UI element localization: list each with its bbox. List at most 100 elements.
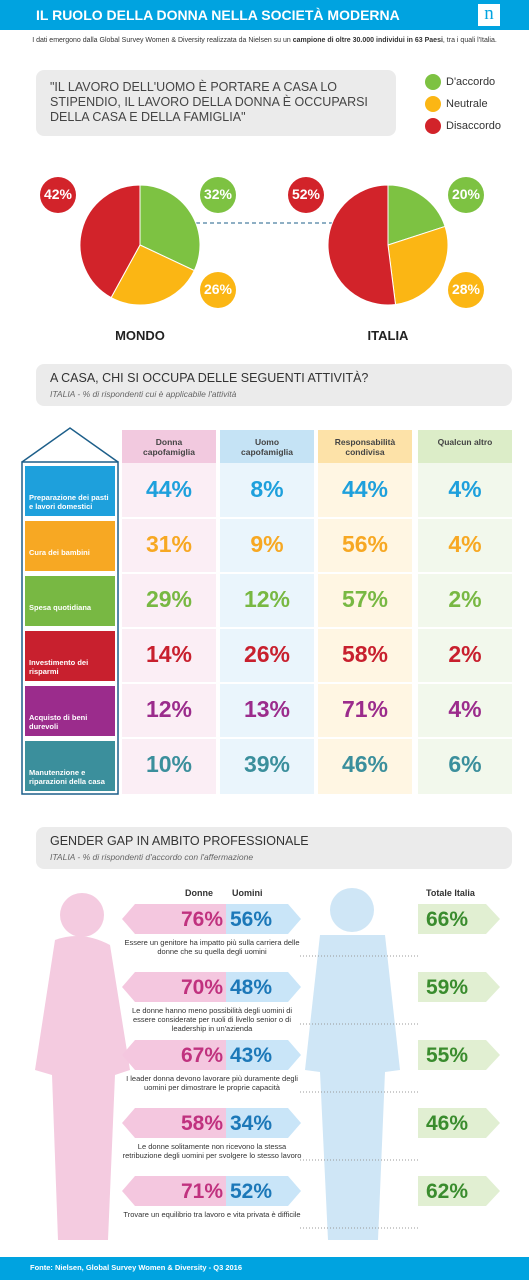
pie-slice	[79, 184, 141, 299]
section-subtitle: ITALIA - % di rispondenti cui è applicab…	[50, 389, 237, 399]
column-header: Donna capofamiglia	[143, 437, 195, 458]
value-label: 46%	[426, 1112, 469, 1135]
row-label-bg	[25, 686, 115, 736]
pie-slice	[387, 184, 446, 246]
pie-slice	[327, 184, 397, 306]
row-label-bg	[25, 741, 115, 791]
value-label: 43%	[230, 1044, 273, 1067]
value-label: 71%	[180, 1180, 223, 1203]
value-label: 59%	[426, 976, 469, 999]
column-bg	[318, 430, 412, 794]
column-bg	[122, 430, 216, 794]
table-value: 71%	[341, 696, 389, 722]
green-arrow	[418, 1040, 500, 1070]
value-label: 20%	[451, 186, 481, 202]
table-value: 2%	[448, 586, 482, 612]
column-bg	[418, 430, 512, 794]
value-label: 62%	[426, 1180, 469, 1203]
logo-box	[478, 4, 500, 26]
row-label-bg	[25, 521, 115, 571]
green-arrow	[418, 972, 500, 1002]
row-label: Manutenzione e riparazioni della casa	[29, 768, 105, 786]
value-badge	[288, 177, 324, 213]
house-roof	[21, 427, 119, 463]
pink-arrow	[122, 1176, 226, 1206]
table-value: 12%	[243, 586, 291, 612]
section-box	[36, 827, 512, 869]
title: IL RUOLO DELLA DONNA NELLA SOCIETÀ MODER…	[36, 7, 400, 23]
legend-label: Neutrale	[446, 98, 488, 110]
blue-arrow	[226, 972, 301, 1002]
legend-dot	[425, 118, 441, 134]
quote: "IL LAVORO DELL'UOMO È PORTARE A CASA LO…	[50, 80, 368, 124]
table-value: 26%	[243, 641, 291, 667]
column-header-bg	[318, 430, 412, 463]
blue-arrow	[226, 1176, 301, 1206]
table-value: 6%	[448, 751, 482, 777]
green-arrow	[418, 1108, 500, 1138]
column-header: Qualcun altro	[437, 437, 493, 447]
section-title: A CASA, CHI SI OCCUPA DELLE SEGUENTI ATT…	[50, 371, 369, 385]
value-label: 26%	[203, 281, 233, 297]
table-value: 39%	[243, 751, 291, 777]
logo: n	[484, 3, 494, 24]
value-label: 67%	[180, 1044, 223, 1067]
table-value: 14%	[145, 641, 193, 667]
section-box	[36, 364, 512, 406]
table-value: 13%	[243, 696, 291, 722]
column-header: Uomo capofamiglia	[241, 437, 293, 458]
column-bg	[220, 430, 314, 794]
row-label-bg	[25, 466, 115, 516]
pie-label: ITALIA	[367, 328, 409, 343]
table-value: 9%	[250, 531, 284, 557]
legend-dot	[425, 74, 441, 90]
footer-bar	[0, 1257, 529, 1280]
row-label-bg	[25, 576, 115, 626]
table-value: 29%	[145, 586, 193, 612]
column-header-bg	[220, 430, 314, 463]
pink-arrow	[122, 1040, 226, 1070]
table-value: 4%	[448, 531, 482, 557]
row-label: Investimento dei risparmi	[29, 658, 89, 676]
table-value: 44%	[145, 476, 193, 502]
table-value: 12%	[145, 696, 193, 722]
table-value: 10%	[145, 751, 193, 777]
table-value: 2%	[448, 641, 482, 667]
value-label: 28%	[451, 281, 481, 297]
house-wall	[21, 461, 119, 795]
quote-box	[36, 70, 396, 136]
table-value: 57%	[341, 586, 389, 612]
table-value: 56%	[341, 531, 389, 557]
value-label: 56%	[230, 908, 273, 931]
value-label: 66%	[426, 908, 469, 931]
statement: Le donne solitamente non ricevono la ste…	[122, 1142, 302, 1160]
column-header: Responsabilità condivisa	[334, 437, 396, 458]
table-value: 4%	[448, 696, 482, 722]
legend-label: Disaccordo	[446, 120, 502, 132]
statement: Essere un genitore ha impatto più sulla …	[124, 938, 300, 956]
value-label: 70%	[180, 976, 223, 999]
column-header-bg	[122, 430, 216, 463]
row-label: Spesa quotidiana	[29, 603, 92, 612]
green-arrow	[418, 904, 500, 934]
value-badge	[448, 177, 484, 213]
table-value: 46%	[341, 751, 389, 777]
man-silhouette	[305, 888, 400, 1240]
column-header: Totale Italia	[426, 888, 475, 898]
row-label-bg	[25, 631, 115, 681]
header-bar	[0, 0, 529, 30]
table-value: 31%	[145, 531, 193, 557]
column-header: Donne	[185, 888, 213, 898]
statement: I leader donna devono lavorare più duram…	[126, 1074, 298, 1092]
pink-arrow	[122, 972, 226, 1002]
pie-slice	[139, 184, 201, 272]
footer: Fonte: Nielsen, Global Survey Women & Di…	[30, 1263, 243, 1272]
intro-part: , tra i quali l'Italia.	[442, 37, 497, 44]
statement: Le donne hanno meno possibilità degli uo…	[131, 1006, 293, 1033]
table-value: 58%	[341, 641, 389, 667]
value-label: 58%	[180, 1112, 223, 1135]
value-label: 52%	[291, 186, 321, 202]
value-label: 42%	[43, 186, 73, 202]
